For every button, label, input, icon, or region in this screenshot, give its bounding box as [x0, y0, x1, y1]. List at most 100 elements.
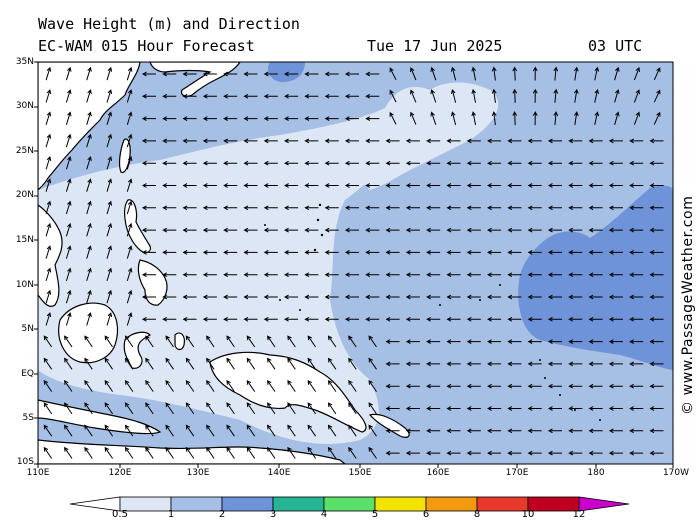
wave-arrow-408: [145, 357, 154, 370]
wave-arrow-260: [284, 250, 299, 255]
wave-arrow-390: [405, 339, 420, 344]
wave-arrow-183: [608, 183, 623, 188]
wave-arrow-246: [629, 227, 644, 233]
wave-arrow-18: [410, 67, 417, 81]
wave-arrow-278: [649, 250, 664, 255]
wave-arrow-329: [426, 294, 441, 300]
wave-arrow-182: [588, 183, 603, 188]
wave-arrow-113: [446, 138, 461, 144]
wave-arrow-46: [344, 93, 359, 99]
wave-arrow-175: [446, 183, 461, 188]
wave-arrow-9: [223, 71, 238, 77]
wave-arrow-377: [145, 335, 154, 348]
wave-arrow-146: [487, 160, 502, 166]
wave-arrow-140: [365, 160, 380, 166]
wave-arrow-1: [65, 66, 72, 81]
wave-arrow-200: [324, 205, 339, 211]
wave-arrow-122: [629, 138, 644, 144]
wave-arrow-452: [405, 383, 420, 389]
wave-arrow-195: [223, 205, 238, 211]
wave-arrow-321: [263, 294, 278, 300]
wave-arrow-48: [389, 89, 397, 103]
wave-arrow-243: [568, 227, 583, 233]
wave-arrow-149: [547, 160, 562, 166]
wave-arrow-7: [182, 71, 197, 77]
wave-arrow-102: [223, 138, 238, 144]
lat-label-15n: 15N: [15, 235, 34, 245]
wave-arrow-358: [385, 316, 400, 322]
lat-label-20n: 20N: [15, 190, 34, 200]
wave-arrow-353: [284, 316, 299, 322]
wave-arrow-341: [45, 312, 52, 326]
wave-arrow-230: [304, 227, 319, 233]
wave-arrow-370: [629, 316, 644, 322]
wave-arrow-269: [466, 250, 481, 255]
wave-arrow-2: [86, 66, 92, 81]
wave-arrow-202: [365, 205, 380, 211]
wave-arrow-133: [223, 160, 238, 166]
wave-arrow-413: [246, 357, 256, 370]
wave-arrow-23: [512, 66, 518, 81]
wave-arrow-472: [185, 402, 195, 415]
wave-arrow-123: [649, 138, 664, 144]
wave-arrow-514: [405, 428, 420, 434]
wave-arrow-110: [385, 138, 400, 144]
wave-arrow-211: [547, 205, 562, 211]
wave-arrow-295: [365, 272, 380, 278]
wave-arrow-119: [568, 138, 583, 144]
wave-arrow-405: [84, 357, 93, 370]
wave-arrow-333: [507, 294, 522, 300]
wave-arrow-186: [45, 200, 52, 215]
wave-arrow-309: [649, 272, 664, 278]
land-masses: [38, 62, 410, 464]
wave-arrow-226: [223, 227, 238, 233]
wave-arrow-185: [649, 183, 664, 188]
wave-arrow-524: [608, 428, 623, 434]
wave-arrow-79: [389, 111, 397, 125]
wave-arrow-532: [145, 446, 154, 459]
wave-arrow-311: [65, 289, 72, 304]
wave-arrow-350: [223, 316, 238, 322]
wave-arrow-145: [466, 160, 481, 166]
wave-arrow-129: [141, 160, 156, 166]
wave-arrow-548: [466, 450, 481, 456]
wave-arrow-157: [86, 178, 92, 192]
wave-arrow-498: [84, 424, 93, 437]
wave-arrow-337: [588, 294, 603, 300]
wave-arrow-529: [84, 446, 93, 459]
wave-arrow-458: [527, 383, 542, 389]
wave-arrow-519: [507, 428, 522, 434]
wave-arrow-197: [263, 205, 278, 211]
wave-arrow-485: [446, 406, 461, 411]
forecast-model: EC-WAM 015 Hour Forecast: [38, 37, 255, 55]
cbar-label-10: 10: [521, 509, 535, 520]
wave-arrow-250: [86, 245, 92, 259]
wave-arrow-423: [446, 361, 461, 367]
wave-arrow-393: [466, 339, 481, 344]
wave-arrow-536: [226, 446, 235, 459]
wave-arrow-415: [287, 357, 296, 370]
wave-arrow-0: [45, 66, 52, 81]
wave-arrow-430: [588, 361, 603, 367]
wave-arrow-497: [64, 424, 73, 437]
wave-arrow-491: [568, 406, 583, 411]
wave-direction-arrows: [43, 66, 664, 459]
wave-arrow-523: [588, 428, 603, 434]
wave-arrow-331: [466, 294, 481, 300]
wave-arrow-275: [588, 250, 603, 255]
axis-ticks: [34, 61, 674, 468]
wave-arrow-534: [185, 446, 195, 459]
wave-arrow-535: [206, 446, 215, 459]
wave-arrow-163: [202, 183, 217, 188]
wave-arrow-171: [365, 183, 380, 188]
wave-arrow-419: [368, 357, 377, 370]
wave-arrow-335: [547, 294, 562, 300]
wave-arrow-310: [45, 289, 52, 304]
wave-arrow-298: [426, 272, 441, 278]
wave-arrow-13: [304, 71, 319, 77]
wave-arrow-323: [304, 294, 319, 300]
wave-arrow-363: [487, 316, 502, 322]
wave-arrow-27: [594, 66, 600, 81]
land-new-guinea: [209, 351, 367, 433]
